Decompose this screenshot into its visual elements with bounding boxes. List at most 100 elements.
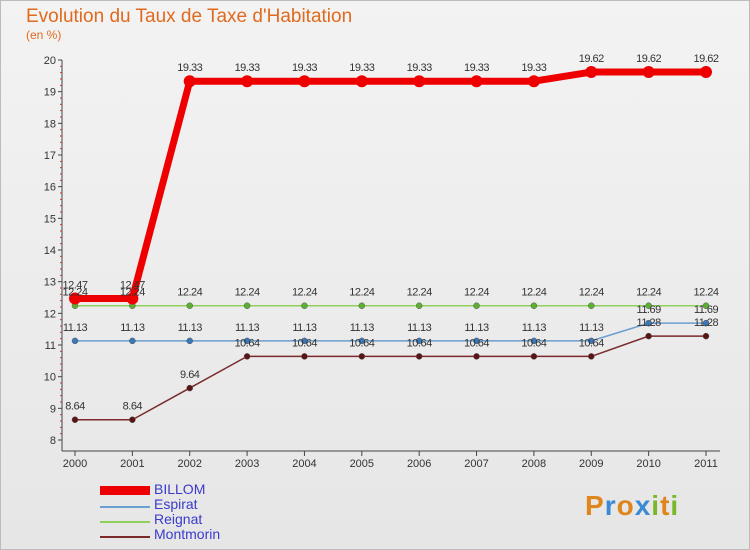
y-tick-label: 10 — [44, 372, 56, 384]
legend-swatch-montmorin — [100, 536, 150, 538]
data-point-billom — [69, 292, 81, 305]
data-label-reignat: 12.24 — [120, 287, 145, 299]
data-point-montmorin — [702, 332, 710, 340]
data-label-montmorin: 10.64 — [579, 337, 604, 349]
data-point-montmorin — [301, 353, 308, 360]
data-point-espirat — [186, 337, 193, 345]
chart-title: Evolution du Taux de Taxe d'Habitation — [26, 6, 353, 27]
data-label-billom: 19.33 — [349, 62, 374, 74]
data-point-reignat — [186, 302, 193, 309]
y-tick-label: 9 — [50, 403, 56, 415]
y-tick-label: 18 — [44, 118, 56, 130]
data-label-billom: 19.62 — [693, 53, 718, 65]
legend-label-billom: BILLOM — [154, 481, 206, 497]
data-label-montmorin: 11.28 — [694, 317, 719, 329]
x-tick-label: 2003 — [235, 458, 259, 470]
legend-label-reignat: Reignat — [154, 511, 203, 527]
x-tick-label: 2010 — [636, 458, 660, 470]
data-label-espirat: 11.13 — [350, 322, 375, 334]
x-tick-label: 2004 — [292, 458, 316, 470]
data-label-reignat: 12.24 — [349, 287, 374, 299]
y-tick-label: 19 — [44, 87, 56, 99]
x-tick-label: 2002 — [177, 458, 201, 470]
data-label-montmorin: 11.28 — [637, 317, 662, 329]
legend-swatch-espirat — [100, 506, 150, 508]
data-point-billom — [413, 75, 426, 88]
x-tick-label: 2005 — [350, 458, 374, 470]
data-point-montmorin — [71, 416, 79, 423]
data-label-espirat: 11.13 — [464, 322, 489, 334]
data-label-reignat: 12.24 — [693, 287, 718, 299]
legend-label-espirat: Espirat — [154, 496, 198, 512]
data-point-billom — [470, 75, 483, 88]
data-point-billom — [183, 75, 196, 88]
legend-swatch-billom — [100, 486, 150, 495]
data-label-reignat: 12.24 — [521, 287, 546, 299]
data-label-montmorin: 10.64 — [235, 337, 260, 349]
data-label-reignat: 12.24 — [235, 287, 260, 299]
y-tick-label: 12 — [44, 308, 56, 320]
data-label-espirat: 11.13 — [178, 322, 203, 334]
data-point-billom — [700, 66, 712, 79]
data-label-reignat: 12.24 — [292, 287, 317, 299]
data-label-espirat: 11.13 — [522, 322, 547, 334]
x-tick-label: 2007 — [464, 458, 488, 470]
data-label-reignat: 12.24 — [636, 287, 661, 299]
data-label-montmorin: 10.64 — [407, 337, 432, 349]
data-point-espirat — [473, 337, 480, 345]
data-point-espirat — [358, 337, 366, 345]
x-tick-label: 2011 — [694, 458, 718, 470]
data-point-reignat — [243, 302, 251, 309]
data-label-billom: 19.62 — [579, 53, 604, 65]
data-point-montmorin — [530, 353, 538, 360]
data-point-billom — [642, 66, 655, 79]
data-label-billom: 19.33 — [407, 62, 432, 74]
data-label-billom: 19.33 — [292, 62, 317, 74]
data-label-espirat: 11.13 — [120, 322, 145, 334]
logo-letter: o — [616, 490, 635, 521]
data-label-reignat: 12.24 — [62, 287, 87, 299]
data-label-espirat: 11.13 — [235, 322, 260, 334]
data-label-billom: 19.33 — [521, 62, 546, 74]
data-point-espirat — [588, 337, 595, 345]
data-point-montmorin — [415, 353, 423, 360]
data-label-montmorin: 10.64 — [292, 337, 317, 349]
data-label-reignat: 12.24 — [579, 287, 604, 299]
data-point-espirat — [243, 337, 251, 345]
data-point-reignat — [645, 302, 652, 309]
data-label-montmorin: 10.64 — [349, 337, 374, 349]
data-point-espirat — [645, 319, 652, 327]
data-point-reignat — [415, 302, 423, 309]
series-line-montmorin — [75, 335, 706, 421]
data-label-espirat: 11.13 — [292, 322, 317, 334]
proxiti-logo: Proxiti — [585, 490, 679, 522]
logo-letter: i — [670, 490, 680, 521]
data-point-montmorin — [129, 416, 136, 423]
data-label-espirat: 11.13 — [63, 322, 88, 334]
y-tick-label: 17 — [44, 150, 56, 162]
data-label-montmorin: 9.64 — [180, 369, 200, 381]
x-tick-label: 2006 — [407, 458, 431, 470]
logo-letter: x — [634, 490, 652, 521]
data-label-billom: 19.62 — [636, 53, 661, 65]
data-label-billom: 12.47 — [120, 279, 145, 291]
data-point-espirat — [415, 337, 423, 345]
data-label-reignat: 12.24 — [177, 287, 202, 299]
data-point-billom — [355, 75, 368, 88]
data-point-reignat — [588, 302, 595, 309]
x-tick-label: 2009 — [579, 458, 603, 470]
data-point-reignat — [473, 302, 480, 309]
y-tick-label: 13 — [44, 277, 56, 289]
data-label-espirat: 11.13 — [407, 322, 432, 334]
data-point-espirat — [301, 337, 308, 345]
data-point-espirat — [530, 337, 538, 345]
data-label-montmorin: 8.64 — [123, 401, 143, 413]
data-label-reignat: 12.24 — [407, 287, 432, 299]
data-label-reignat: 12.24 — [464, 287, 489, 299]
data-label-montmorin: 8.64 — [65, 401, 85, 413]
data-label-billom: 19.33 — [464, 62, 489, 74]
data-point-billom — [527, 75, 540, 88]
y-tick-label: 15 — [44, 213, 56, 225]
y-tick-label: 20 — [44, 55, 56, 67]
